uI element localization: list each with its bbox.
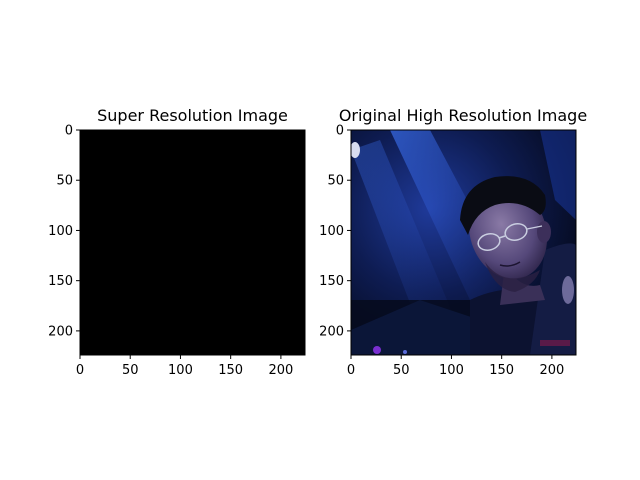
x-tick-label: 150 xyxy=(218,363,243,378)
super-resolution-title: Super Resolution Image xyxy=(97,106,288,125)
original-high-resolution-panel: Original High Resolution Image xyxy=(319,106,587,378)
original-high-resolution-image xyxy=(351,130,576,355)
person-ear xyxy=(537,221,551,243)
y-tick-label: 200 xyxy=(48,324,73,339)
x-tick-label: 150 xyxy=(489,363,514,378)
glasses-lens-right xyxy=(504,223,528,241)
y-tick-label: 50 xyxy=(56,174,73,189)
original-high-resolution-title: Original High Resolution Image xyxy=(339,106,587,125)
stage-light xyxy=(403,350,407,354)
stage-light xyxy=(373,346,381,354)
person-mouth xyxy=(499,261,521,267)
x-tick-label: 50 xyxy=(122,363,139,378)
super-resolution-y-ticks: 0 50 100 150 200 xyxy=(48,124,80,339)
y-tick-label: 150 xyxy=(48,274,73,289)
person-hand xyxy=(562,276,574,304)
original-high-resolution-y-ticks: 0 50 100 150 200 xyxy=(319,124,351,339)
x-tick-label: 100 xyxy=(168,363,193,378)
super-resolution-panel: Super Resolution Image 0 50 100 150 200 0 50 1… xyxy=(48,106,306,378)
stage-light xyxy=(540,340,570,346)
person-face xyxy=(468,184,548,280)
light-spot xyxy=(351,142,360,158)
y-tick-label: 50 xyxy=(327,174,344,189)
person-hair xyxy=(460,176,546,235)
person-beard xyxy=(485,262,540,292)
y-tick-label: 0 xyxy=(336,124,344,139)
y-tick-label: 0 xyxy=(65,124,73,139)
x-tick-label: 100 xyxy=(439,363,464,378)
y-tick-label: 150 xyxy=(319,274,344,289)
x-tick-label: 200 xyxy=(539,363,564,378)
super-resolution-image xyxy=(80,130,305,355)
original-high-resolution-axes-frame xyxy=(350,129,577,356)
y-tick-label: 100 xyxy=(48,224,73,239)
photo-shadow xyxy=(351,300,480,355)
x-tick-label: 0 xyxy=(76,363,84,378)
original-high-resolution-x-ticks: 0 50 100 150 200 xyxy=(347,355,564,378)
x-tick-label: 200 xyxy=(268,363,293,378)
y-tick-label: 200 xyxy=(319,324,344,339)
glasses-lens-left xyxy=(477,233,501,251)
x-tick-label: 0 xyxy=(347,363,355,378)
super-resolution-axes-frame xyxy=(79,129,306,356)
glasses-bridge xyxy=(498,235,506,239)
x-tick-label: 50 xyxy=(393,363,410,378)
y-tick-label: 100 xyxy=(319,224,344,239)
glasses-arm xyxy=(526,225,543,230)
super-resolution-x-ticks: 0 50 100 150 200 xyxy=(76,355,293,378)
light-beam xyxy=(540,130,576,220)
person-arm xyxy=(530,243,576,355)
